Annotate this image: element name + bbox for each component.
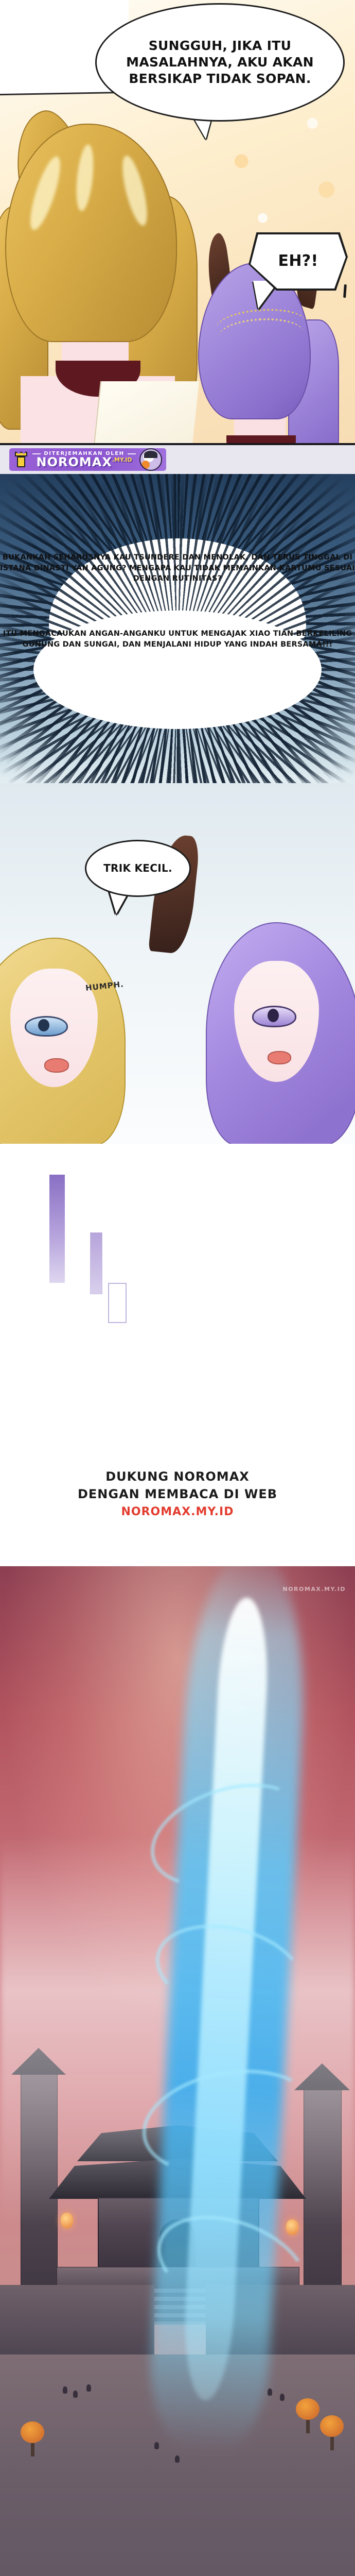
crowd-figure-1 <box>63 2386 67 2394</box>
panel-3-trik-kecil: TRIK KECIL. HUMPH. <box>0 783 355 1144</box>
bubble-trik-kecil: TRIK KECIL. <box>85 840 191 897</box>
crowd-figure-7 <box>175 2455 180 2463</box>
orange-tree-2 <box>320 2415 344 2450</box>
credit-brand-suffix: .MY.ID <box>112 456 132 464</box>
blonde-mouth-closeup <box>44 1058 69 1073</box>
purple-pupil-closeup <box>268 1009 279 1022</box>
lantern-1 <box>61 2213 73 2228</box>
panel-2-blue-burst-narration: BUKANKAH SEHARUSNYA KAU TSUNDERE DAN MEN… <box>0 474 355 783</box>
crowd-figure-3 <box>86 2384 91 2392</box>
credit-brand-name: NOROMAX <box>36 455 112 470</box>
support-line-2: DENGAN MEMBACA DI WEB <box>77 1487 278 1501</box>
crowd-figure-4 <box>268 2388 272 2396</box>
noromax-credit-text: DITERJEMAHKAN OLEH NOROMAX.MY.ID <box>32 451 136 468</box>
panel-watermark: NOROMAX.MY.ID <box>282 1586 346 1592</box>
noromax-credit-inner: DITERJEMAHKAN OLEH NOROMAX.MY.ID <box>9 448 166 471</box>
abstract-bar-2 <box>90 1232 102 1294</box>
panel-4-abstract-bars <box>0 1144 355 1432</box>
narration-text-2: ITU MENGACAUKAN ANGAN-ANGANKU UNTUK MENG… <box>3 630 352 649</box>
chess-rook-icon <box>13 451 29 468</box>
support-website-url[interactable]: NOROMAX.MY.ID <box>121 1505 234 1518</box>
bubble-sungguh: SUNGGUH, JIKA ITU MASALAHNYA, AKU AKAN B… <box>95 3 345 122</box>
panel-6-city-blue-dragon: NOROMAX.MY.ID <box>0 1566 355 2576</box>
mascot-icon <box>139 448 162 471</box>
support-line-1: DUKUNG NOROMAX <box>105 1469 250 1484</box>
purple-mouth-closeup <box>268 1051 291 1064</box>
city-wall-left <box>0 2285 154 2362</box>
lantern-2 <box>286 2219 298 2235</box>
panel-5-support-cta: DUKUNG NOROMAX DENGAN MEMBACA DI WEB NOR… <box>0 1432 355 1566</box>
abstract-bar-3 <box>108 1283 127 1323</box>
noromax-credit-banner: DITERJEMAHKAN OLEH NOROMAX.MY.ID <box>0 443 355 474</box>
orange-tree-1 <box>296 2398 319 2433</box>
panel-1-blonde-and-purple-girls: SUNGGUH, JIKA ITU MASALAHNYA, AKU AKAN B… <box>0 0 355 474</box>
crowd-figure-5 <box>280 2394 285 2401</box>
orange-tree-3 <box>21 2421 44 2456</box>
narration-text-1: BUKANKAH SEHARUSNYA KAU TSUNDERE DAN MEN… <box>0 553 355 583</box>
burst-core-lower <box>33 611 322 729</box>
crowd-figure-6 <box>154 2442 159 2449</box>
crowd-figure-2 <box>73 2391 78 2398</box>
credit-top-label: DITERJEMAHKAN OLEH <box>32 451 136 456</box>
abstract-bar-1 <box>49 1175 65 1283</box>
blonde-pupil-closeup <box>38 1019 49 1031</box>
credit-brand: NOROMAX.MY.ID <box>32 456 136 468</box>
